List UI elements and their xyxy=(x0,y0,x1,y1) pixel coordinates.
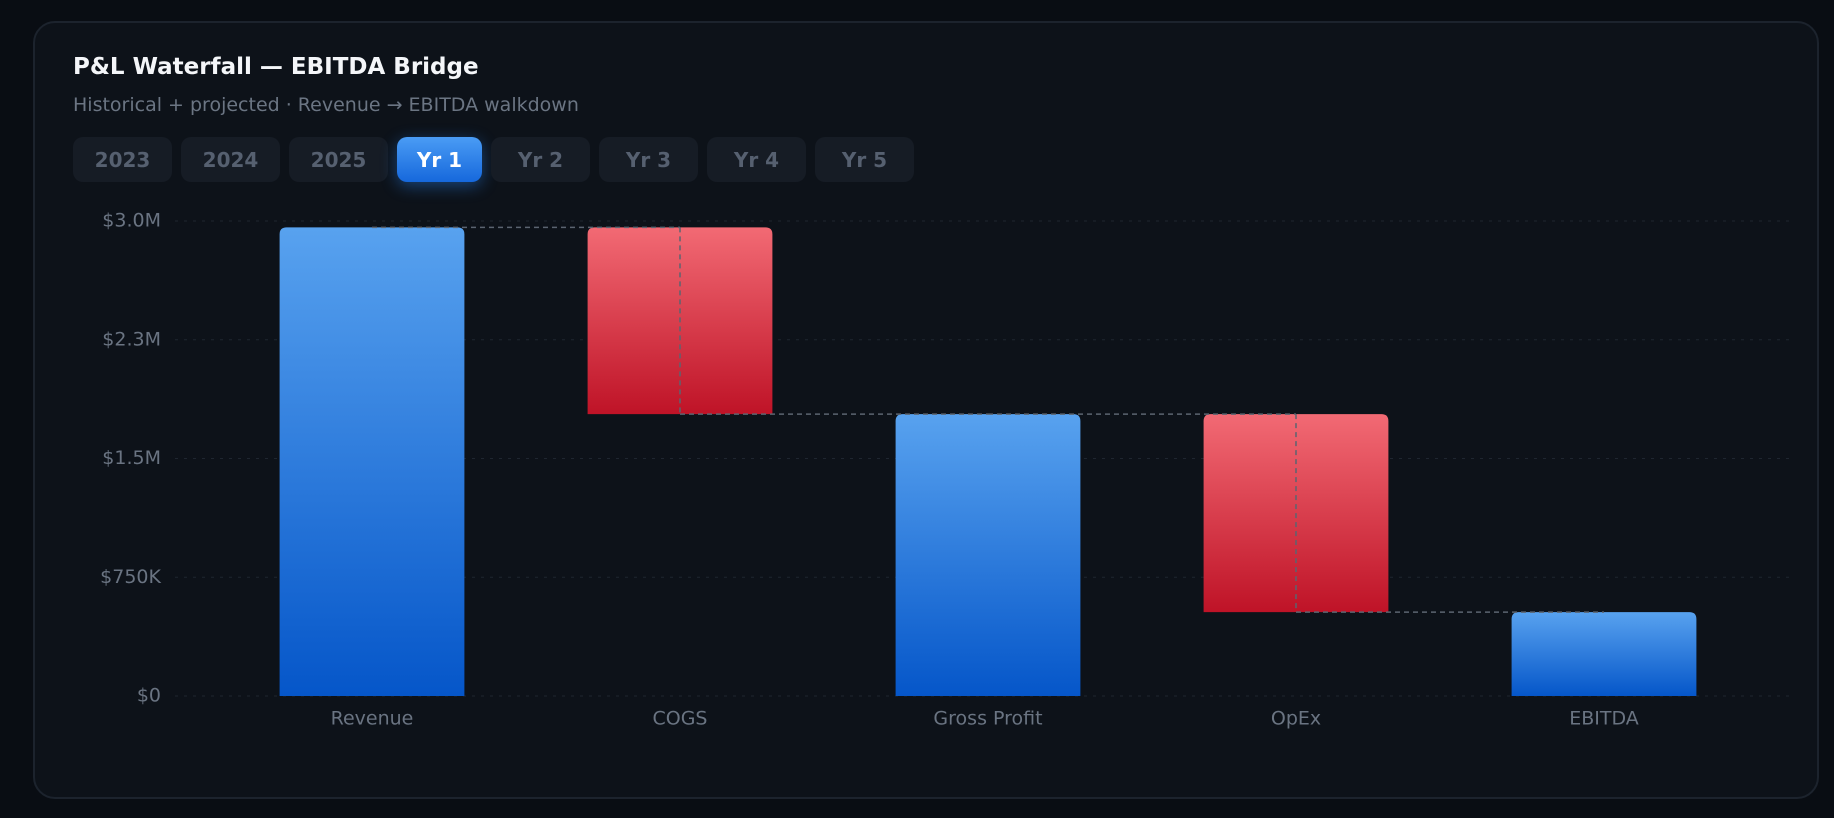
y-tick-label: $2.3M xyxy=(102,328,161,350)
tab[interactable]: 2025 xyxy=(289,137,388,182)
x-tick-label: OpEx xyxy=(1271,708,1321,730)
tab[interactable]: 2023 xyxy=(73,137,172,182)
x-tick-label: COGS xyxy=(652,708,707,730)
subtitle: Historical + projected · Revenue → EBITD… xyxy=(73,94,579,116)
x-tick-label: Revenue xyxy=(331,708,414,730)
bar xyxy=(1203,414,1389,613)
tab[interactable]: 2024 xyxy=(181,137,280,182)
tab[interactable]: Yr 4 xyxy=(707,137,806,182)
y-tick-label: $3.0M xyxy=(102,210,161,232)
y-tick-label: $1.5M xyxy=(102,447,161,469)
bar xyxy=(279,227,465,697)
tab[interactable]: Yr 3 xyxy=(599,137,698,182)
x-tick-label: EBITDA xyxy=(1569,708,1639,730)
tab[interactable]: Yr 5 xyxy=(815,137,914,182)
bar xyxy=(1511,612,1697,696)
tab[interactable]: Yr 2 xyxy=(491,137,590,182)
title: P&L Waterfall — EBITDA Bridge xyxy=(73,54,479,80)
y-tick-label: $0 xyxy=(137,685,161,707)
bar xyxy=(895,414,1081,696)
y-tick-label: $750K xyxy=(100,566,161,588)
x-tick-label: Gross Profit xyxy=(933,708,1042,730)
tab[interactable]: Yr 1 xyxy=(397,137,482,182)
tabs: 2023 2024 2025 Yr 1 Yr 2 Yr 3 Yr 4 Yr 5 xyxy=(73,137,914,182)
